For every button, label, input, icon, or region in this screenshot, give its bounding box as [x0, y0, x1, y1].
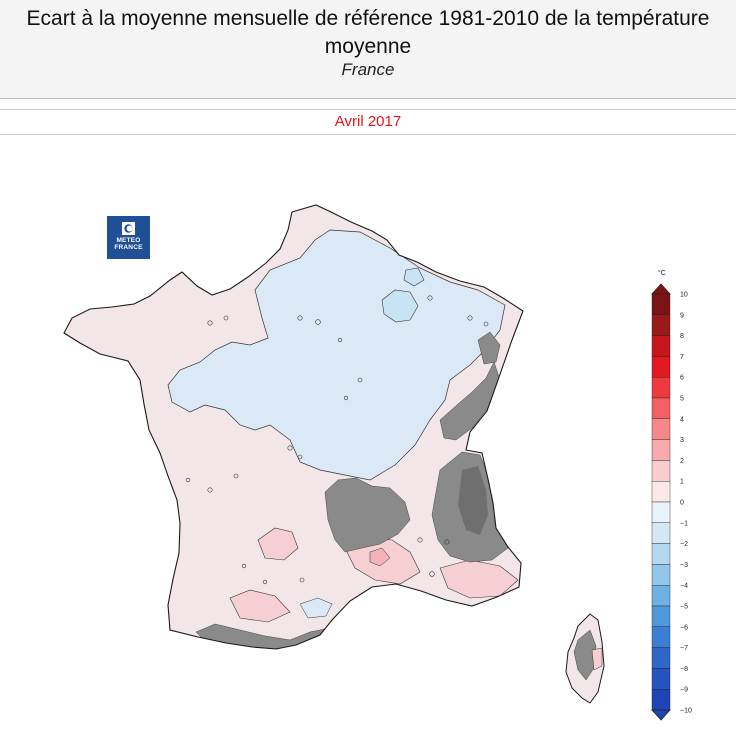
scale-tick-label: −10 — [680, 708, 692, 715]
scale-tick-label: −6 — [680, 624, 688, 631]
corsica-warm-zone — [591, 647, 603, 671]
scale-bin — [651, 689, 671, 711]
scale-tick-label: 6 — [680, 375, 684, 382]
scale-bin — [651, 647, 671, 669]
scale-tick-label: −1 — [680, 520, 688, 527]
scale-tick-label: 0 — [680, 500, 684, 507]
scale-tick-label: 3 — [680, 437, 684, 444]
scale-tick-label: 1 — [680, 479, 684, 486]
scale-bin — [651, 626, 671, 648]
france-outline — [63, 204, 524, 650]
warmer-anomaly-zone — [369, 547, 391, 567]
scale-bin — [651, 397, 671, 419]
scale-bin — [651, 522, 671, 544]
scale-bin — [651, 356, 671, 378]
scale-bin — [651, 543, 671, 565]
scale-tick-label: 10 — [680, 292, 688, 299]
scale-bin — [651, 293, 671, 315]
scale-bin — [651, 501, 671, 523]
scale-tick-label: 4 — [680, 416, 684, 423]
scale-tick-label: 9 — [680, 312, 684, 319]
scale-tick-label: −3 — [680, 562, 688, 569]
logo-line2: FRANCE — [114, 244, 143, 251]
scale-arrow-bottom — [651, 709, 671, 721]
map-title: Ecart à la moyenne mensuelle de référenc… — [26, 7, 710, 58]
scale-bin — [651, 439, 671, 461]
scale-bin — [651, 418, 671, 440]
scale-tick-label: −9 — [680, 687, 688, 694]
contour-spots — [185, 295, 489, 585]
scale-bin — [651, 605, 671, 627]
meteo-france-logo: METEO FRANCE — [107, 216, 150, 259]
mountain-mask-alps-dark — [458, 466, 488, 535]
scale-tick-label: 8 — [680, 333, 684, 340]
scale-tick-label: −2 — [680, 541, 688, 548]
warm-anomaly-zone-1 — [257, 527, 299, 561]
mountain-mask-vosges — [477, 331, 501, 365]
scale-tick-label: −5 — [680, 604, 688, 611]
scale-unit-label: °C — [658, 269, 666, 277]
scale-bin — [651, 564, 671, 586]
warm-anomaly-zone-3 — [229, 589, 291, 623]
scale-bin — [651, 376, 671, 399]
cooler-anomaly-zone-2 — [403, 267, 425, 287]
france-anomaly-map — [63, 204, 605, 704]
corsica-mountain-mask — [573, 629, 597, 681]
cool-anomaly-zone-south — [299, 597, 333, 619]
mountain-mask-massif-central — [324, 477, 411, 553]
map-subtitle: France — [341, 60, 395, 79]
scale-bin — [651, 668, 671, 690]
scale-tick-label: 7 — [680, 354, 684, 361]
header-panel: Ecart à la moyenne mensuelle de référenc… — [0, 0, 736, 99]
scale-arrow-top — [651, 283, 671, 295]
cooler-anomaly-zone — [381, 289, 419, 323]
scale-bin — [651, 460, 671, 482]
logo-line1: METEO — [116, 237, 141, 244]
scale-bin — [651, 314, 671, 336]
scale-tick-label: −7 — [680, 645, 688, 652]
scale-tick-label: −8 — [680, 666, 688, 673]
period-band: Avril 2017 — [0, 109, 736, 135]
cool-anomaly-zone — [167, 229, 506, 481]
period-label: Avril 2017 — [334, 113, 402, 130]
scale-bin — [651, 480, 671, 503]
scale-tick-label: 5 — [680, 396, 684, 403]
scale-bin — [651, 335, 671, 357]
scale-bin — [651, 585, 671, 607]
scale-tick-label: −4 — [680, 583, 688, 590]
logo-mark-icon — [122, 222, 135, 235]
scale-tick-label: 2 — [680, 458, 684, 465]
